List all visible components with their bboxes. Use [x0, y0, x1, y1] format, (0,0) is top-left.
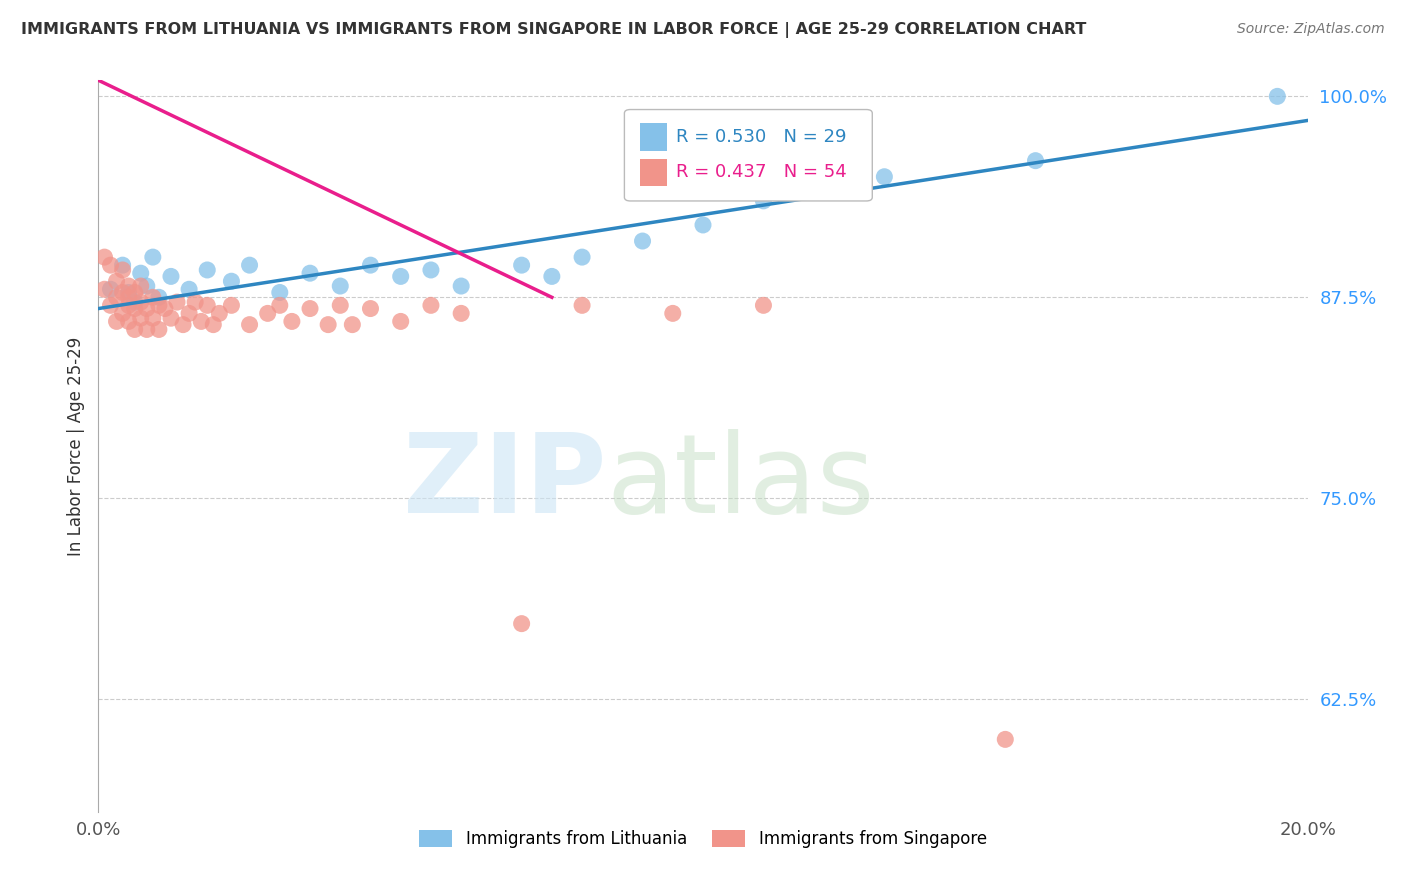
- Point: [148, 290, 170, 304]
- Text: R = 0.437   N = 54: R = 0.437 N = 54: [676, 162, 848, 181]
- Point: [105, 274, 128, 288]
- Point: [111, 263, 134, 277]
- Text: R = 0.530   N = 29: R = 0.530 N = 29: [676, 128, 846, 146]
- Text: IMMIGRANTS FROM LITHUANIA VS IMMIGRANTS FROM SINGAPORE IN LABOR FORCE | AGE 25-2: IMMIGRANTS FROM LITHUANIA VS IMMIGRANTS …: [21, 22, 1087, 38]
- Point: [148, 298, 170, 312]
- Point: [661, 306, 683, 320]
- Point: [142, 311, 165, 326]
- Point: [124, 322, 146, 336]
- Point: [153, 301, 176, 316]
- Point: [172, 318, 194, 332]
- Point: [118, 290, 141, 304]
- Point: [124, 285, 146, 300]
- Point: [160, 269, 183, 284]
- Point: [631, 234, 654, 248]
- Point: [105, 314, 128, 328]
- Point: [281, 314, 304, 328]
- Point: [111, 258, 134, 272]
- Point: [994, 732, 1017, 747]
- Point: [160, 311, 183, 326]
- Point: [118, 279, 141, 293]
- Bar: [640, 159, 666, 186]
- Point: [269, 298, 291, 312]
- Point: [142, 250, 165, 264]
- Point: [256, 306, 278, 320]
- Point: [208, 306, 231, 320]
- Point: [360, 301, 382, 316]
- FancyBboxPatch shape: [624, 110, 872, 201]
- Point: [571, 250, 593, 264]
- Point: [129, 295, 152, 310]
- Point: [111, 285, 134, 300]
- Point: [299, 301, 322, 316]
- Point: [100, 298, 122, 312]
- Point: [329, 279, 352, 293]
- Point: [752, 298, 775, 312]
- Point: [540, 269, 562, 284]
- Point: [389, 269, 412, 284]
- Point: [316, 318, 339, 332]
- Point: [360, 258, 382, 272]
- Point: [510, 616, 533, 631]
- Point: [510, 258, 533, 272]
- Point: [420, 263, 443, 277]
- Point: [202, 318, 225, 332]
- Point: [1024, 153, 1046, 168]
- Point: [342, 318, 364, 332]
- Point: [269, 285, 291, 300]
- Point: [124, 301, 146, 316]
- Point: [129, 311, 152, 326]
- Point: [105, 290, 128, 304]
- Point: [93, 250, 115, 264]
- Point: [118, 285, 141, 300]
- Point: [190, 314, 212, 328]
- Point: [118, 298, 141, 312]
- Point: [195, 298, 218, 312]
- Point: [148, 322, 170, 336]
- Point: [195, 263, 218, 277]
- Point: [111, 306, 134, 320]
- Point: [239, 318, 262, 332]
- Point: [873, 169, 896, 184]
- Point: [239, 258, 262, 272]
- Point: [93, 282, 115, 296]
- Point: [129, 279, 152, 293]
- Text: atlas: atlas: [606, 429, 875, 536]
- Point: [692, 218, 714, 232]
- Legend: Immigrants from Lithuania, Immigrants from Singapore: Immigrants from Lithuania, Immigrants fr…: [412, 823, 994, 855]
- Point: [571, 298, 593, 312]
- Point: [389, 314, 412, 328]
- Point: [184, 295, 207, 310]
- Point: [752, 194, 775, 208]
- Point: [100, 258, 122, 272]
- Bar: [640, 123, 666, 152]
- Y-axis label: In Labor Force | Age 25-29: In Labor Force | Age 25-29: [66, 336, 84, 556]
- Point: [450, 279, 472, 293]
- Point: [221, 274, 243, 288]
- Point: [135, 322, 157, 336]
- Point: [420, 298, 443, 312]
- Point: [329, 298, 352, 312]
- Point: [129, 266, 152, 280]
- Point: [135, 301, 157, 316]
- Point: [142, 290, 165, 304]
- Point: [221, 298, 243, 312]
- Point: [179, 306, 201, 320]
- Point: [100, 282, 122, 296]
- Point: [1267, 89, 1289, 103]
- Point: [299, 266, 322, 280]
- Point: [118, 314, 141, 328]
- Point: [124, 295, 146, 310]
- Point: [179, 282, 201, 296]
- Point: [450, 306, 472, 320]
- Text: ZIP: ZIP: [404, 429, 606, 536]
- Text: Source: ZipAtlas.com: Source: ZipAtlas.com: [1237, 22, 1385, 37]
- Point: [135, 279, 157, 293]
- Point: [166, 295, 188, 310]
